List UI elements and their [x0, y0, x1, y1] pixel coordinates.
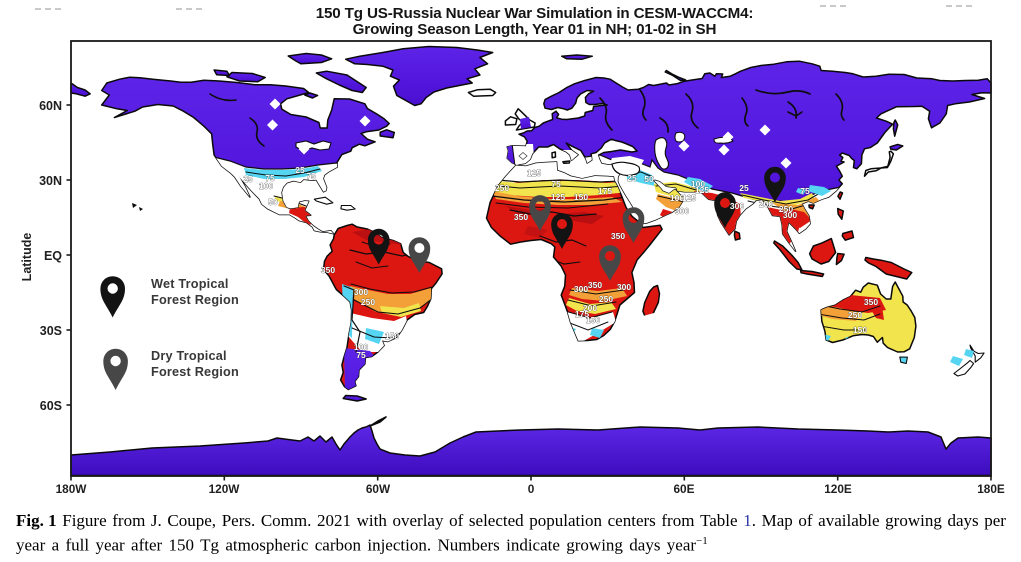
svg-text:175: 175: [598, 186, 612, 196]
svg-text:200: 200: [759, 199, 773, 209]
svg-text:75: 75: [306, 171, 316, 181]
svg-text:250: 250: [361, 297, 375, 307]
svg-text:150: 150: [853, 325, 867, 335]
svg-text:50: 50: [644, 174, 654, 184]
svg-text:Latitude: Latitude: [20, 233, 34, 282]
svg-text:200: 200: [583, 303, 597, 313]
svg-text:350: 350: [321, 265, 335, 275]
svg-text:350: 350: [588, 280, 602, 290]
svg-text:25: 25: [243, 174, 253, 184]
svg-text:75: 75: [800, 186, 810, 196]
svg-text:300: 300: [574, 284, 588, 294]
svg-text:350: 350: [514, 212, 528, 222]
svg-text:25: 25: [739, 183, 749, 193]
svg-text:100: 100: [670, 193, 684, 203]
svg-text:250: 250: [848, 310, 862, 320]
svg-text:125: 125: [527, 168, 541, 178]
svg-text:300: 300: [675, 206, 689, 216]
svg-text:75: 75: [265, 173, 275, 183]
svg-text:250: 250: [779, 204, 793, 214]
svg-text:150: 150: [574, 192, 588, 202]
svg-text:175: 175: [575, 309, 589, 319]
svg-text:300: 300: [354, 287, 368, 297]
svg-text:25: 25: [295, 165, 305, 175]
svg-text:50: 50: [268, 197, 278, 207]
svg-text:100: 100: [354, 342, 368, 352]
svg-text:125: 125: [551, 192, 565, 202]
svg-text:300: 300: [730, 201, 744, 211]
svg-text:75: 75: [551, 179, 561, 189]
svg-text:25: 25: [627, 173, 637, 183]
svg-text:75: 75: [356, 350, 366, 360]
svg-text:350: 350: [864, 297, 878, 307]
svg-text:125: 125: [682, 193, 696, 203]
svg-text:150: 150: [586, 315, 600, 325]
svg-text:100: 100: [691, 179, 705, 189]
svg-text:300: 300: [617, 282, 631, 292]
svg-text:250: 250: [599, 294, 613, 304]
svg-text:300: 300: [783, 210, 797, 220]
svg-text:150: 150: [385, 331, 399, 341]
svg-text:250: 250: [495, 183, 509, 193]
svg-text:100: 100: [259, 181, 273, 191]
svg-text:350: 350: [611, 231, 625, 241]
svg-text:125: 125: [695, 185, 709, 195]
